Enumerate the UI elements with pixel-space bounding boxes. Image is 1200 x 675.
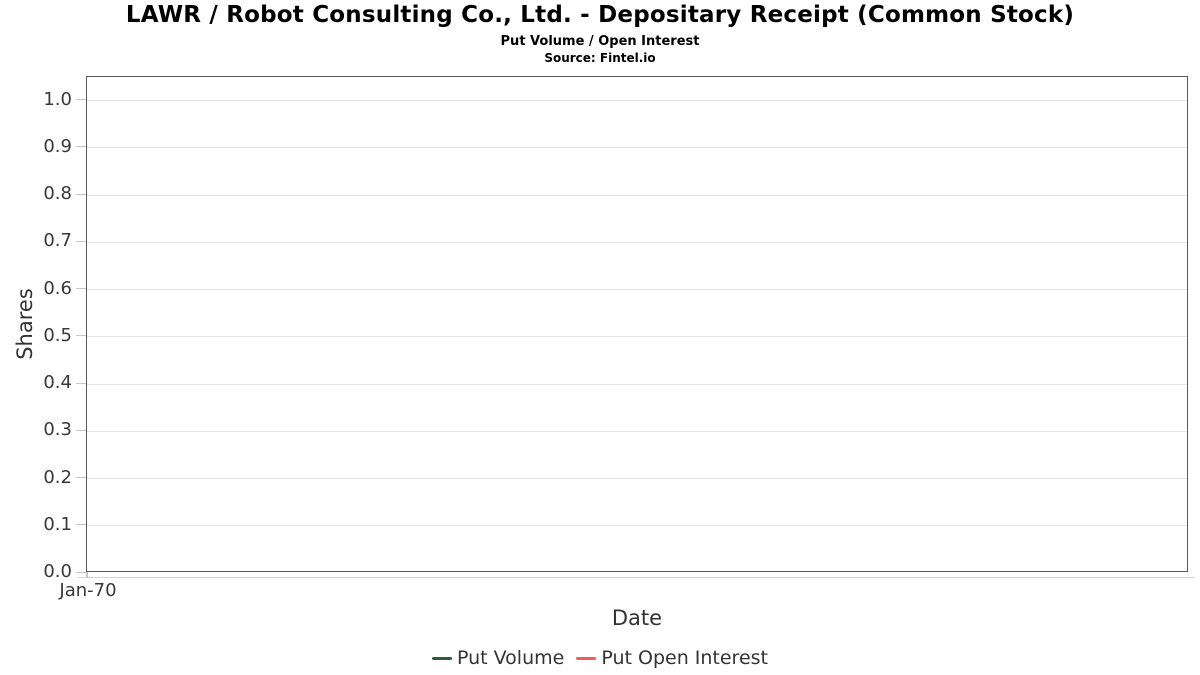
legend-line-marker xyxy=(432,656,452,660)
legend-label: Put Open Interest xyxy=(601,647,768,669)
y-tick-label: 0.1 xyxy=(43,513,72,535)
y-tick xyxy=(76,193,86,195)
legend-item[interactable]: Put Volume xyxy=(432,647,564,669)
y-tick xyxy=(76,382,86,384)
chart-title: LAWR / Robot Consulting Co., Ltd. - Depo… xyxy=(125,2,1075,28)
y-tick xyxy=(76,571,86,573)
y-grid-line xyxy=(87,383,1187,385)
y-grid-line xyxy=(87,478,1187,480)
y-tick xyxy=(76,429,86,431)
y-tick-label: 0.0 xyxy=(43,561,72,582)
legend-item[interactable]: Put Open Interest xyxy=(576,647,768,669)
y-grid-line xyxy=(87,289,1187,291)
y-tick-label: 0.7 xyxy=(43,230,72,252)
y-tick-label: 0.4 xyxy=(43,372,72,394)
y-tick-label: 0.5 xyxy=(43,324,72,346)
y-grid-line xyxy=(87,241,1187,243)
legend-label: Put Volume xyxy=(457,647,565,669)
y-tick xyxy=(76,288,86,290)
y-grid-line xyxy=(87,525,1187,527)
y-tick xyxy=(76,477,86,479)
y-grid-line xyxy=(87,100,1187,102)
chart-subtitle: Put Volume / Open Interest xyxy=(500,34,700,49)
y-tick xyxy=(76,240,86,242)
legend: Put Volume Put Open Interest xyxy=(0,644,1200,672)
y-grid-line xyxy=(87,430,1187,432)
x-tick-label: Jan-70 xyxy=(59,580,117,601)
y-tick-label: 0.3 xyxy=(43,419,72,441)
y-tick xyxy=(76,146,86,148)
y-grid-line xyxy=(87,194,1187,196)
y-tick-label: 0.9 xyxy=(43,135,72,157)
y-tick xyxy=(76,99,86,101)
x-tick xyxy=(86,572,88,578)
x-axis-title: Date xyxy=(611,606,663,630)
y-tick-label: 1.0 xyxy=(43,88,72,110)
legend-line-marker xyxy=(576,656,597,660)
y-tick xyxy=(76,524,86,526)
y-grid-line xyxy=(87,147,1187,149)
y-tick xyxy=(76,335,86,337)
y-tick-label: 0.8 xyxy=(43,183,72,205)
y-grid-line xyxy=(87,336,1187,338)
plot-area xyxy=(86,76,1188,572)
y-tick-label: 0.6 xyxy=(43,277,72,299)
y-tick-label: 0.2 xyxy=(43,466,72,488)
chart-source: Source: Fintel.io xyxy=(544,51,656,65)
x-axis-line xyxy=(78,577,1195,578)
